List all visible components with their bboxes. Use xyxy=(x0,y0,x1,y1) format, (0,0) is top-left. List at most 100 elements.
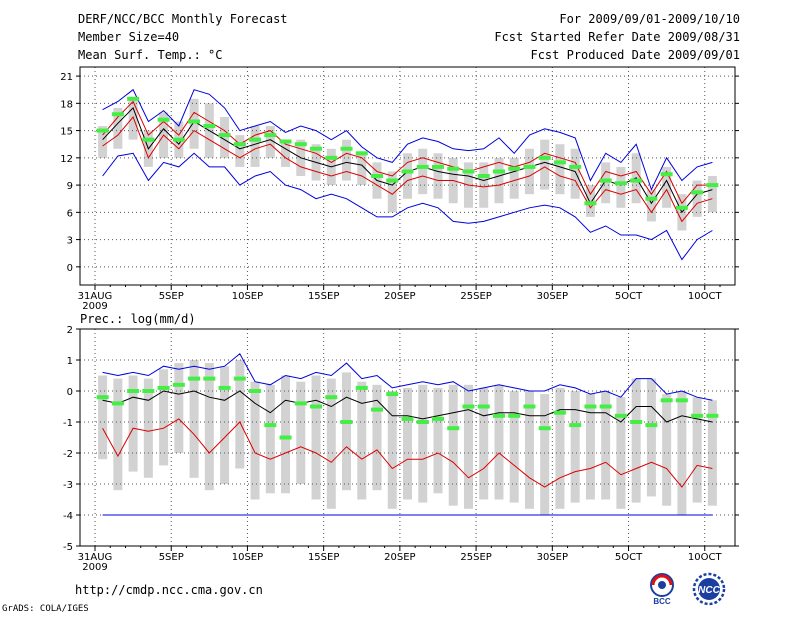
green-marker-1 xyxy=(111,112,124,117)
green-marker-20 xyxy=(401,416,414,421)
y-tick-label: 18 xyxy=(60,99,73,110)
green-marker-40 xyxy=(706,413,719,418)
y-tick-label: -5 xyxy=(63,542,73,553)
x-tick-label: 15SEP xyxy=(308,291,339,302)
ensemble-box-1 xyxy=(113,107,123,149)
ensemble-box-10 xyxy=(250,381,260,500)
x-tick-label: 10SEP xyxy=(232,552,263,563)
ensemble-box-2 xyxy=(128,375,138,472)
y-tick-label: 2 xyxy=(67,325,73,336)
ensemble-box-36 xyxy=(646,378,656,497)
green-marker-2 xyxy=(127,389,140,393)
series-line-ensemble-lower xyxy=(102,152,713,261)
green-marker-24 xyxy=(462,169,475,174)
footer-url[interactable]: http://cmdp.ncc.cma.gov.cn xyxy=(75,583,263,597)
ensemble-box-32 xyxy=(585,185,595,217)
grads-credit: GrADS: COLA/IGES xyxy=(2,604,89,614)
y-tick-label: 12 xyxy=(60,154,73,165)
member-size-label: Member Size=40 xyxy=(78,30,180,44)
y-tick-label: 1 xyxy=(67,356,73,367)
ensemble-box-1 xyxy=(113,378,123,491)
x-tick-label: 30SEP xyxy=(537,291,568,302)
ensemble-box-27 xyxy=(509,391,519,503)
green-marker-0 xyxy=(96,128,109,133)
ensemble-box-7 xyxy=(204,363,214,491)
green-marker-29 xyxy=(538,426,551,431)
ensemble-box-18 xyxy=(372,384,382,491)
ensemble-box-30 xyxy=(555,387,565,509)
ensemble-box-23 xyxy=(448,384,458,506)
ensemble-box-39 xyxy=(692,180,702,217)
green-marker-26 xyxy=(492,169,505,174)
green-marker-33 xyxy=(599,178,612,183)
ensemble-box-0 xyxy=(98,126,108,158)
green-marker-36 xyxy=(645,196,658,201)
x-tick-label: 5SEP xyxy=(159,291,184,302)
x-tick-label: 20SEP xyxy=(384,552,415,563)
ensemble-box-28 xyxy=(524,391,534,509)
ensemble-box-30 xyxy=(555,144,565,195)
green-marker-9 xyxy=(233,376,246,381)
ensemble-box-35 xyxy=(631,378,641,503)
x-tick-label-year: 2009 xyxy=(82,562,107,573)
green-marker-8 xyxy=(218,385,231,390)
produced-date: Fcst Produced Date 2009/09/01 xyxy=(530,48,740,62)
green-marker-10 xyxy=(249,389,262,393)
ensemble-box-31 xyxy=(570,391,580,503)
ensemble-box-22 xyxy=(433,153,443,199)
x-tick-label: 31AUG xyxy=(78,552,113,563)
ensemble-box-37 xyxy=(662,166,672,208)
ensemble-box-5 xyxy=(174,363,184,453)
ensemble-box-22 xyxy=(433,387,443,494)
chart-title: DERF/NCC/BCC Monthly Forecast xyxy=(78,12,288,26)
plot-frame xyxy=(79,66,736,286)
ncc-logo-text: NCC xyxy=(698,585,720,596)
ensemble-box-10 xyxy=(250,126,260,167)
green-marker-35 xyxy=(630,420,643,424)
green-marker-39 xyxy=(691,190,704,195)
y-tick-label: -2 xyxy=(63,449,73,460)
y-tick-label: -3 xyxy=(63,480,73,491)
ensemble-box-34 xyxy=(616,166,626,208)
green-marker-25 xyxy=(477,174,490,178)
ensemble-box-4 xyxy=(159,369,169,466)
ensemble-box-40 xyxy=(707,176,717,213)
green-marker-18 xyxy=(371,174,384,178)
y-tick-label: 0 xyxy=(67,263,73,274)
green-marker-30 xyxy=(553,160,566,165)
forecast-period: For 2009/09/01-2009/10/10 xyxy=(559,12,740,26)
green-marker-29 xyxy=(538,155,551,160)
green-marker-37 xyxy=(660,172,673,177)
green-marker-11 xyxy=(264,423,277,428)
green-marker-19 xyxy=(386,392,399,397)
green-marker-31 xyxy=(569,423,582,428)
green-marker-13 xyxy=(294,142,307,147)
ensemble-box-31 xyxy=(570,148,580,199)
ensemble-box-28 xyxy=(524,148,534,195)
series-line-ensemble-upper xyxy=(102,353,713,401)
bcc-logo: BCC xyxy=(650,573,674,606)
ensemble-box-13 xyxy=(296,381,306,484)
ensemble-box-12 xyxy=(281,375,291,494)
series-line-ensemble-upper xyxy=(102,88,713,191)
bcc-logo-text: BCC xyxy=(653,597,671,606)
ensemble-box-27 xyxy=(509,157,519,199)
ensemble-box-6 xyxy=(189,98,199,149)
green-marker-3 xyxy=(142,389,155,393)
x-tick-label: 5OCT xyxy=(615,291,643,302)
ensemble-box-17 xyxy=(357,381,367,500)
ensemble-box-38 xyxy=(677,391,687,515)
y-tick-label: -1 xyxy=(63,418,73,429)
green-marker-27 xyxy=(508,413,521,418)
ensemble-box-25 xyxy=(479,387,489,500)
ensemble-box-21 xyxy=(418,148,428,195)
ensemble-box-16 xyxy=(342,139,352,181)
green-marker-30 xyxy=(553,410,566,415)
green-marker-33 xyxy=(599,404,612,409)
green-marker-3 xyxy=(142,137,155,142)
x-tick-label-year: 2009 xyxy=(82,301,107,312)
ensemble-box-24 xyxy=(463,384,473,509)
